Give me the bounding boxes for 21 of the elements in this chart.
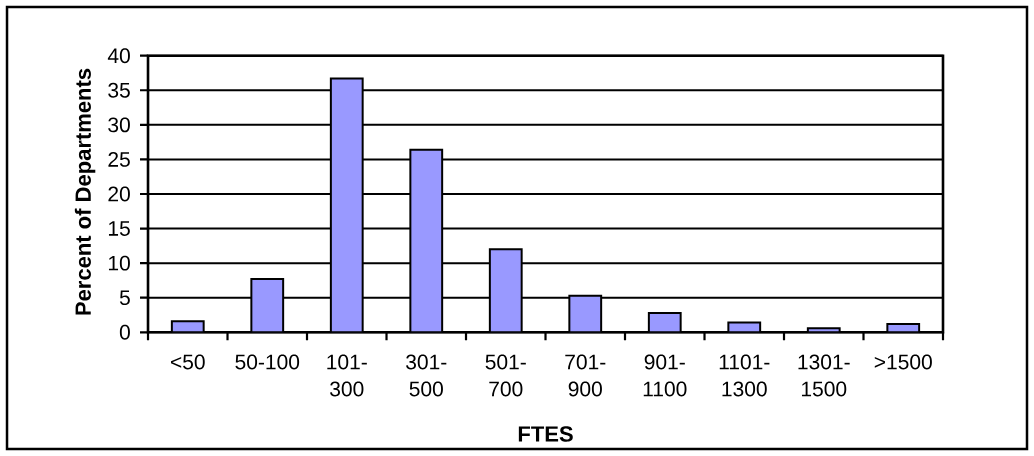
x-tick-label: 501-700 [485,354,526,397]
x-tick-label: 701-900 [565,354,606,397]
y-tick-label: 35 [108,82,130,98]
x-axis-title: FTES [518,426,573,442]
y-axis-title: Percent of Departments [74,68,96,315]
y-tick-label: 20 [108,186,130,202]
x-tick-label: <50 [171,354,205,370]
x-tick-label: 901-1100 [643,354,687,397]
y-tick-label: 10 [108,255,130,271]
y-tick-label: 30 [108,117,130,133]
x-tick-label: 1301-1500 [798,354,850,397]
x-tick-label: 50-100 [235,354,300,370]
y-tick-label: 15 [108,221,130,236]
x-tick-label: 101-300 [327,354,367,397]
x-tick-label: 1101-1300 [719,354,770,397]
x-tick-label: >1500 [874,354,932,370]
y-tick-label: 0 [119,324,130,340]
y-tick-label: 25 [108,151,130,167]
y-tick-label: 40 [107,48,130,64]
y-tick-label: 5 [119,290,130,306]
x-tick-label: 301-500 [406,354,447,397]
